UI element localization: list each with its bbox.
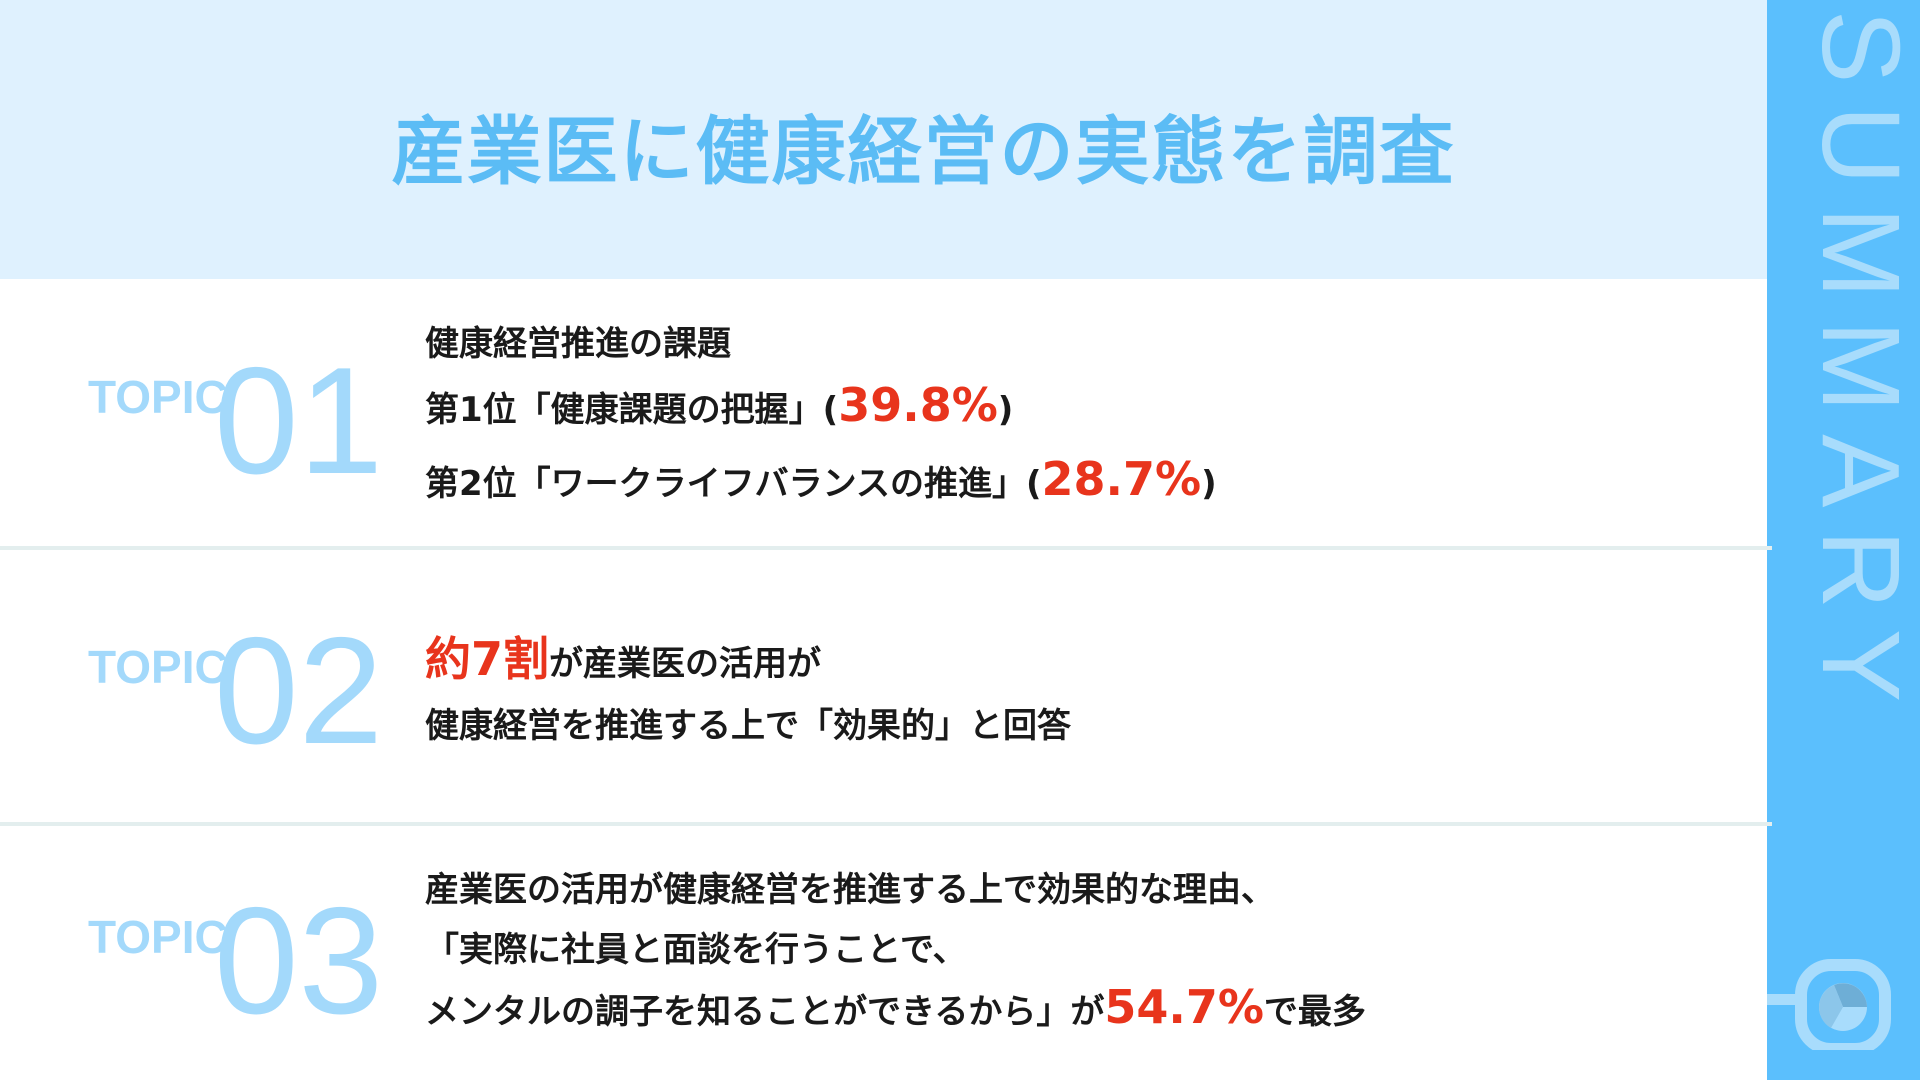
highlight-value: 39.8% <box>838 378 998 432</box>
divider <box>0 546 1772 550</box>
text: で最多 <box>1263 992 1366 1032</box>
text: 第2位「ワークライフバランスの推進」( <box>425 464 1042 504</box>
topic-03-number: 03 <box>214 876 384 1046</box>
page-title: 産業医に健康経営の実態を調査 <box>391 109 1456 195</box>
topic-01-number: 01 <box>214 336 384 506</box>
summary-label: SUMMARY <box>1799 10 1920 725</box>
topic-01-rank1: 第1位「健康課題の把握」(39.8%) <box>425 378 1013 432</box>
topic-01-label: TOPIC <box>88 371 228 423</box>
topic-03-line2: 「実際に社員と面談を行うことで、 <box>425 930 967 970</box>
text: ) <box>997 390 1014 430</box>
summary-sidebar <box>1767 0 1920 1080</box>
topic-02-line1: 約7割が産業医の活用が <box>425 623 821 689</box>
text: が産業医の活用が <box>549 644 822 684</box>
topic-02-label: TOPIC <box>88 641 228 693</box>
topic-03-line1: 産業医の活用が健康経営を推進する上で効果的な理由、 <box>425 870 1275 910</box>
topic-02-line2: 健康経営を推進する上で「効果的」と回答 <box>425 706 1071 746</box>
chart-in-rounded-square-icon <box>1767 959 1891 1050</box>
topic-03-line3: メンタルの調子を知ることができるから」が54.7%で最多 <box>425 980 1366 1034</box>
highlight-value: 54.7% <box>1104 980 1264 1034</box>
topic-01-heading: 健康経営推進の課題 <box>425 324 731 364</box>
header <box>0 0 1767 279</box>
text: メンタルの調子を知ることができるから」が <box>425 992 1105 1032</box>
highlight-value: 28.7% <box>1041 452 1202 506</box>
topic-02-number: 02 <box>214 606 384 776</box>
text: ) <box>1201 464 1217 504</box>
topic-01-rank2: 第2位「ワークライフバランスの推進」(28.7%) <box>425 452 1217 506</box>
text: 第1位「健康課題の把握」( <box>425 390 839 430</box>
topic-03-label: TOPIC <box>88 911 228 963</box>
highlight-value: 約7割 <box>425 632 550 686</box>
divider <box>0 822 1772 826</box>
